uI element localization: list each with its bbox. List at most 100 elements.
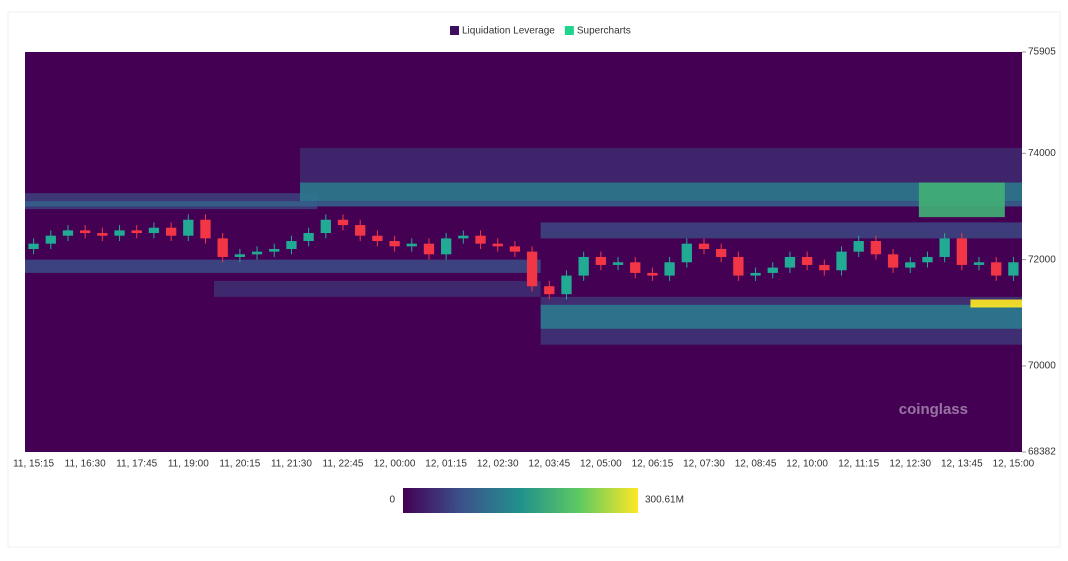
candle-body: [698, 243, 710, 249]
candle-body: [286, 241, 297, 249]
candle-body: [423, 243, 435, 255]
legend-swatch: [564, 26, 574, 35]
candle-body: [217, 238, 228, 257]
candle-body: [337, 219, 349, 226]
x-tick-label: 12, 15:00: [993, 459, 1035, 470]
candle-body: [492, 243, 503, 247]
x-tick-label: 12, 03:45: [528, 459, 570, 470]
x-tick-label: 11, 20:15: [219, 459, 260, 470]
candle-body: [544, 286, 555, 295]
x-tick-label: 12, 02:30: [477, 459, 519, 470]
candle-body: [767, 267, 778, 273]
candle-body: [801, 256, 813, 265]
x-tick-label: 12, 08:45: [735, 459, 777, 470]
x-tick-label: 11, 15:15: [13, 459, 54, 470]
candle-body: [269, 248, 280, 252]
candle-body: [561, 275, 572, 295]
candle-body: [80, 230, 91, 234]
candle-body: [819, 264, 830, 271]
candle-body: [114, 230, 125, 236]
candle-body: [62, 230, 74, 236]
colorbar-min: 0: [389, 495, 395, 506]
candle-body: [1008, 262, 1019, 276]
legend-label: Liquidation Leverage: [462, 26, 555, 37]
candle-body: [750, 272, 761, 276]
candle-body: [148, 227, 160, 234]
heat-zone: [214, 280, 541, 297]
candle-body: [956, 238, 967, 265]
legend-swatch: [450, 26, 459, 35]
candle-body: [973, 262, 985, 265]
candle-body: [45, 235, 56, 244]
colorbar-max: 300.61M: [645, 495, 684, 506]
colorbar: [403, 488, 638, 513]
candle-body: [183, 219, 194, 236]
candle-body: [870, 241, 882, 255]
x-tick-label: 11, 22:45: [323, 459, 364, 470]
candle-body: [939, 238, 950, 257]
x-tick-label: 11, 19:00: [168, 459, 209, 470]
candle-body: [320, 219, 331, 234]
x-tick-label: 12, 05:00: [580, 459, 622, 470]
candle-body: [595, 256, 607, 265]
candle-body: [406, 243, 417, 247]
candle-body: [200, 219, 211, 239]
candle-body: [716, 248, 727, 257]
candle-body: [681, 243, 692, 263]
heat-zone: [970, 299, 1022, 308]
candle-body: [234, 254, 246, 257]
x-tick-label: 12, 10:00: [786, 459, 828, 470]
candle-body: [991, 262, 1002, 276]
candle-body: [475, 235, 486, 244]
candle-body: [355, 225, 366, 236]
candle-body: [664, 262, 675, 276]
candle-body: [509, 246, 521, 252]
candle-body: [578, 256, 589, 276]
heat-zone: [25, 201, 1022, 207]
watermark: coinglass: [899, 401, 968, 418]
heat-zone: [25, 259, 541, 273]
heat-zone: [918, 182, 1005, 218]
candle-body: [303, 233, 314, 242]
y-tick-label: 68382: [1028, 447, 1056, 458]
candle-body: [526, 251, 538, 287]
legend-label: Supercharts: [577, 26, 631, 37]
x-tick-label: 12, 07:30: [683, 459, 725, 470]
candle-body: [647, 272, 658, 276]
candle-body: [251, 251, 263, 255]
x-tick-label: 12, 13:45: [941, 459, 983, 470]
x-tick-label: 11, 17:45: [116, 459, 157, 470]
candle-body: [612, 262, 624, 265]
x-tick-label: 12, 12:30: [889, 459, 931, 470]
x-tick-label: 11, 16:30: [65, 459, 106, 470]
candle-body: [97, 233, 108, 236]
candle-body: [733, 256, 744, 276]
x-tick-label: 12, 00:00: [374, 459, 416, 470]
x-tick-label: 12, 11:15: [838, 459, 879, 470]
candle-body: [887, 254, 899, 268]
candle-body: [922, 256, 933, 263]
candle-body: [784, 256, 796, 268]
x-tick-label: 11, 21:30: [271, 459, 312, 470]
heat-zone: [300, 182, 1022, 202]
candle-body: [131, 230, 142, 234]
candle-body: [905, 262, 916, 268]
heat-zone: [300, 147, 1022, 183]
plot-background: [25, 52, 1022, 452]
y-tick-label: 75905: [1028, 47, 1056, 58]
candle-body: [458, 235, 469, 239]
candle-body: [836, 251, 847, 271]
candle-body: [440, 238, 452, 255]
candle-body: [853, 241, 864, 252]
y-tick-label: 70000: [1028, 361, 1056, 372]
candle-body: [28, 243, 39, 249]
candle-body: [372, 235, 383, 242]
x-tick-label: 12, 06:15: [632, 459, 674, 470]
candle-body: [389, 241, 400, 247]
heat-zone: [540, 304, 1022, 329]
y-tick-label: 72000: [1028, 254, 1056, 265]
heat-zone: [540, 222, 1022, 239]
candle-body: [165, 227, 177, 236]
candle-body: [630, 262, 641, 273]
